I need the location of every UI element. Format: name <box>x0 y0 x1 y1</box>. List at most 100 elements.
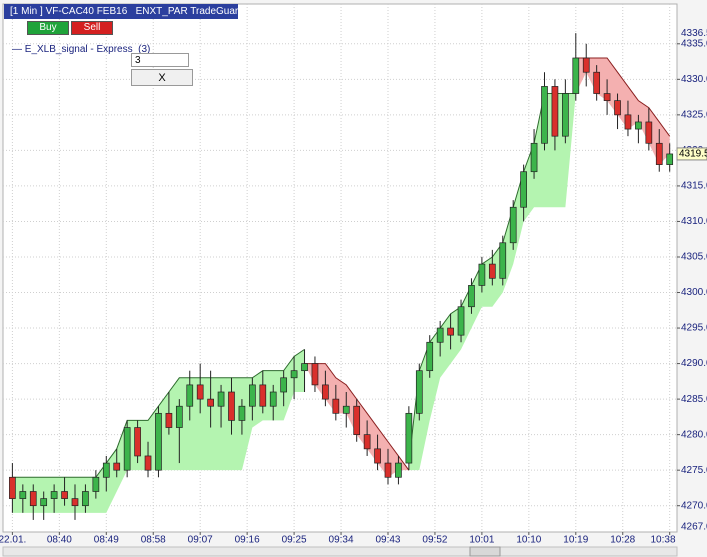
candle-body <box>207 398 214 407</box>
sell-button[interactable]: Sell <box>71 21 113 35</box>
candle-body <box>92 476 100 492</box>
candle-body <box>259 384 267 407</box>
x-tick-label: 08:40 <box>47 535 72 546</box>
candle-body <box>520 171 527 208</box>
candle-body <box>499 242 507 279</box>
candle-body <box>551 86 559 137</box>
y-tick-label: 4335.0 <box>681 38 707 49</box>
indicator-legend: — E_XLB_signal - Express (3) <box>12 44 151 55</box>
candle-body <box>123 427 131 471</box>
x-tick-label: 10:01 <box>469 535 494 546</box>
candle-body <box>144 455 152 471</box>
candle-body <box>603 93 611 101</box>
candle-body <box>249 384 256 407</box>
candle-body <box>186 384 194 407</box>
x-tick-label: 08:49 <box>94 535 119 546</box>
x-tick-label: 08:58 <box>141 535 166 546</box>
feed: ENXT_PAR TradeGuard <box>135 6 244 17</box>
candle-body <box>322 384 329 400</box>
x-tick-label: 09:16 <box>235 535 260 546</box>
candle-body <box>405 412 413 464</box>
y-tick-label: 4305.0 <box>681 252 707 263</box>
scrollbar[interactable] <box>2 546 678 557</box>
candle-body <box>311 363 319 386</box>
x-tick-label: 22.01. <box>0 535 26 546</box>
y-tick-label: 4310.0 <box>681 216 707 227</box>
scroll-thumb[interactable] <box>469 546 501 557</box>
candle-body <box>50 491 58 499</box>
candle-body <box>9 476 16 499</box>
candle-body <box>468 285 475 308</box>
candle-body <box>645 121 653 144</box>
y-tick-label: 4290.0 <box>681 358 707 369</box>
x-tick-label: 09:43 <box>375 535 400 546</box>
candle-body <box>40 498 48 507</box>
y-tick-label: 4325.0 <box>681 109 707 120</box>
candle-body <box>395 462 402 478</box>
candle-body <box>593 71 601 94</box>
candle-body <box>71 498 79 507</box>
parameter-input[interactable]: 3 <box>131 53 189 67</box>
candle-body <box>290 370 298 379</box>
candle-body <box>426 341 434 372</box>
candle-body <box>488 263 496 279</box>
indicator-name: E_XLB_signal - Express (3) <box>24 44 151 55</box>
candle-body <box>134 427 141 457</box>
high-mark-label: 4336.5 <box>681 28 707 39</box>
candle-body <box>165 412 173 428</box>
candle-body <box>332 398 340 414</box>
candle-body <box>374 448 381 464</box>
close-button[interactable]: X <box>131 69 193 86</box>
candle-body <box>342 405 350 414</box>
candle-body <box>530 142 538 173</box>
candle-body <box>353 405 361 435</box>
candle-body <box>19 491 27 499</box>
candle-body <box>228 391 235 421</box>
candle-body <box>217 391 225 407</box>
candle-body <box>301 363 308 372</box>
last-price-box <box>676 147 707 161</box>
buy-button[interactable]: Buy <box>27 21 69 35</box>
x-tick-label: 09:07 <box>188 535 213 546</box>
low-mark-label: 4267.0 <box>681 522 707 533</box>
y-tick-label: 4275.0 <box>681 465 707 476</box>
candle-body <box>196 384 204 400</box>
candle-body <box>582 57 590 73</box>
y-tick-label: 4270.0 <box>681 500 707 511</box>
x-tick-label: 10:38 <box>650 535 675 546</box>
candle-body <box>509 206 517 244</box>
candle-body <box>614 100 621 116</box>
candle-body <box>82 491 89 507</box>
candle-body <box>29 491 37 507</box>
candle-body <box>175 405 183 428</box>
candle-body <box>635 121 642 130</box>
last-price-label: 4319.5 <box>679 149 707 160</box>
band-upper-line <box>575 57 671 137</box>
x-tick-label: 10:19 <box>563 535 588 546</box>
candle-body <box>363 434 371 450</box>
y-tick-label: 4280.0 <box>681 429 707 440</box>
y-tick-label: 4285.0 <box>681 394 707 405</box>
x-tick-label: 09:52 <box>422 535 447 546</box>
candle-body <box>102 462 110 478</box>
candle-body <box>113 462 121 471</box>
x-tick-label: 10:28 <box>610 535 635 546</box>
plot <box>3 4 677 532</box>
candle-body <box>238 405 246 421</box>
x-tick-label: 10:10 <box>516 535 541 546</box>
candle-body <box>478 263 486 286</box>
plot-area <box>2 3 678 533</box>
y-tick-label: 4330.0 <box>681 74 707 85</box>
candle-body <box>655 142 663 165</box>
candle-body <box>384 462 392 478</box>
candle-body <box>562 93 569 137</box>
candle-body <box>624 114 632 130</box>
candle-body <box>61 491 68 499</box>
candle-body <box>415 370 423 414</box>
candle-body <box>572 57 580 94</box>
candle-body <box>447 327 454 336</box>
candle-body <box>541 86 548 144</box>
instrument-bar: [1 Min ] VF-CAC40 FEB16 ENXT_PAR TradeGu… <box>4 4 244 19</box>
